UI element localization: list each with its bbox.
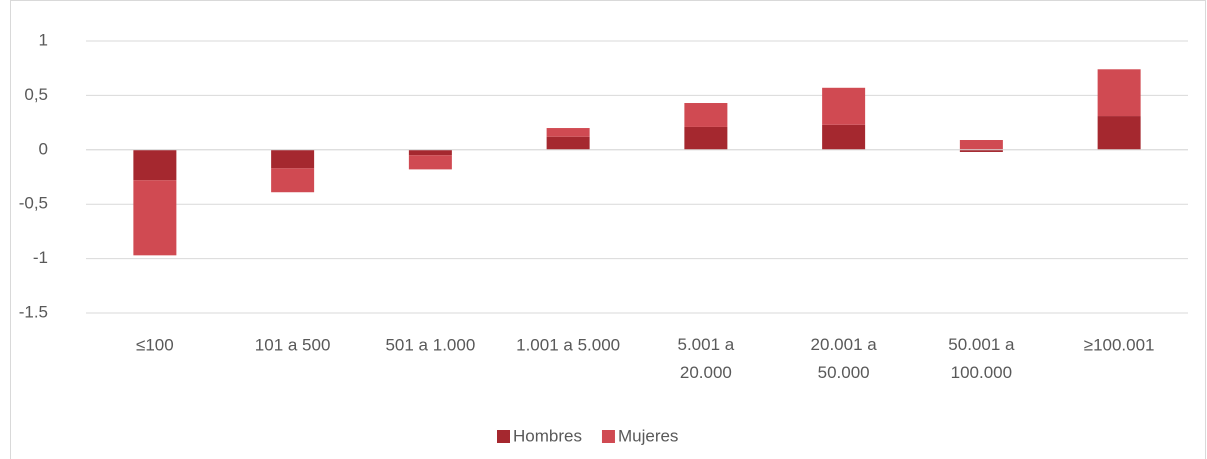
x-tick-label: 101 a 500 — [255, 335, 331, 354]
bar — [271, 168, 315, 193]
bar — [684, 126, 728, 150]
y-tick-label: -1.5 — [19, 302, 48, 321]
legend-label: Mujeres — [618, 426, 678, 445]
bar — [546, 128, 590, 137]
bar — [271, 149, 315, 169]
x-tick-label: 50.001 a 100.000 — [948, 335, 1015, 382]
bar — [1097, 116, 1141, 150]
x-tick-label: ≥100.001 — [1084, 335, 1155, 354]
legend-label: Hombres — [513, 426, 582, 445]
legend-swatch — [497, 430, 510, 443]
bar — [1097, 69, 1141, 117]
bar — [959, 140, 1003, 150]
bar — [822, 124, 866, 150]
y-tick-label: 1 — [39, 30, 48, 49]
bar — [822, 87, 866, 125]
chart-frame — [10, 0, 1206, 459]
bar — [684, 103, 728, 127]
bar — [408, 155, 452, 170]
bar — [959, 149, 1003, 152]
x-tick-label: 5.001 a 20.000 — [678, 335, 735, 382]
y-tick-label: 0 — [39, 139, 48, 158]
y-tick-label: -0,5 — [19, 194, 48, 213]
legend-swatch — [601, 430, 615, 443]
y-tick-label: 0,5 — [24, 85, 48, 104]
x-tick-label: 501 a 1.000 — [385, 335, 475, 354]
x-tick-label: ≤100 — [136, 335, 174, 354]
bar — [133, 149, 177, 181]
bar — [408, 149, 452, 156]
bar — [133, 180, 177, 256]
bar — [546, 136, 590, 150]
x-tick-label: 1.001 a 5.000 — [516, 335, 620, 354]
y-tick-label: -1 — [33, 248, 48, 267]
x-tick-label: 20.001 a 50.000 — [811, 335, 878, 382]
